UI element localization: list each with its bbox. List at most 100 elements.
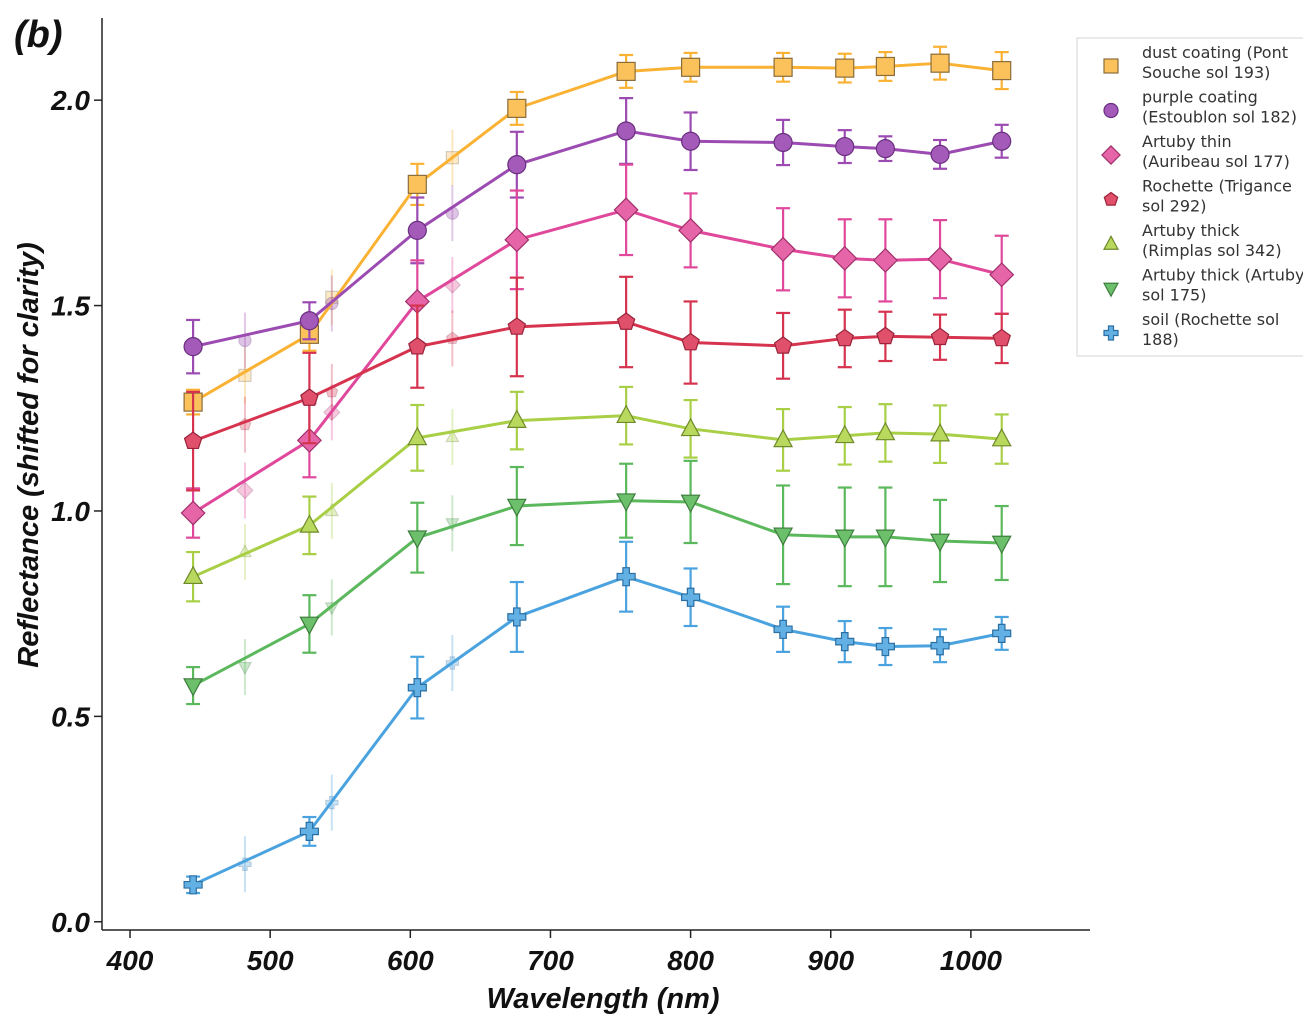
data-point bbox=[930, 144, 950, 164]
data-point bbox=[773, 336, 793, 354]
data-point bbox=[773, 527, 794, 546]
data-point bbox=[506, 409, 527, 428]
legend-marker bbox=[1102, 282, 1120, 298]
x-tick-label: 800 bbox=[667, 945, 714, 976]
data-point bbox=[875, 529, 896, 549]
legend-label: Rochette (Trigance bbox=[1142, 177, 1292, 196]
data-point bbox=[407, 678, 427, 698]
legend-label: (Rimplas sol 342) bbox=[1142, 241, 1282, 260]
data-point bbox=[616, 404, 637, 424]
data-point bbox=[299, 514, 320, 533]
panel-label: (b) bbox=[14, 14, 63, 56]
x-tick-label: 400 bbox=[106, 945, 154, 976]
axes bbox=[101, 18, 1090, 931]
legend-label: (Estoublon sol 182) bbox=[1142, 108, 1297, 127]
data-point bbox=[992, 623, 1012, 643]
data-point bbox=[875, 421, 896, 441]
data-point bbox=[507, 317, 527, 335]
legend-label: dust coating (Pont bbox=[1142, 43, 1288, 62]
data-point bbox=[183, 875, 203, 895]
data-point bbox=[770, 236, 796, 262]
data-point bbox=[875, 139, 895, 159]
x-tick-label: 900 bbox=[807, 945, 854, 976]
legend-entry: Artuby thin(Auribeau sol 177) bbox=[1101, 132, 1290, 171]
legend-marker bbox=[1101, 145, 1121, 165]
data-point bbox=[681, 332, 700, 351]
legend-label: 188) bbox=[1142, 330, 1179, 349]
x-tick-label: 700 bbox=[527, 945, 574, 976]
data-point bbox=[835, 328, 855, 347]
data-point bbox=[507, 155, 527, 175]
data-point bbox=[183, 678, 204, 697]
data-point bbox=[613, 197, 639, 223]
legend-label: sol 175) bbox=[1142, 286, 1206, 305]
legend-label: Souche sol 193) bbox=[1142, 63, 1270, 82]
data-point bbox=[930, 533, 951, 553]
data-point bbox=[989, 262, 1015, 288]
data-point bbox=[834, 424, 855, 444]
data-point bbox=[930, 422, 951, 442]
data-point bbox=[183, 565, 204, 585]
data-point bbox=[773, 619, 793, 639]
data-point bbox=[835, 136, 855, 157]
legend-entry: purple coating(Estoublon sol 182) bbox=[1103, 88, 1297, 127]
data-point bbox=[506, 498, 527, 518]
y-ticks: 0.0 0.5 1.0 1.5 2.0 bbox=[50, 85, 102, 938]
data-point bbox=[299, 311, 320, 331]
data-point bbox=[183, 431, 203, 450]
data-point bbox=[407, 220, 427, 240]
data-point bbox=[773, 57, 793, 77]
y-tick-label: 0.5 bbox=[51, 701, 90, 732]
data-point bbox=[680, 587, 701, 607]
faded-point bbox=[445, 429, 460, 443]
data-point bbox=[407, 530, 428, 549]
data-point bbox=[408, 336, 427, 355]
legend-label: Artuby thick bbox=[1142, 221, 1240, 240]
data-point bbox=[930, 327, 950, 346]
legend-label: (Auribeau sol 177) bbox=[1142, 152, 1290, 171]
data-point bbox=[992, 60, 1012, 81]
x-tick-label: 600 bbox=[387, 945, 434, 976]
series-5 bbox=[183, 385, 1012, 603]
legend-marker bbox=[1103, 325, 1119, 341]
data-point bbox=[299, 821, 320, 842]
faded-point bbox=[237, 661, 252, 675]
data-point bbox=[507, 607, 527, 627]
data-point bbox=[680, 57, 701, 77]
data-point bbox=[507, 98, 527, 118]
legend-label: sol 292) bbox=[1142, 197, 1206, 216]
legend-marker bbox=[1103, 58, 1119, 74]
data-point bbox=[773, 428, 794, 448]
data-point bbox=[835, 632, 855, 652]
x-tick-label: 1000 bbox=[940, 945, 1003, 976]
x-ticks: 400 500 600 700 800 900 1000 bbox=[106, 930, 1003, 976]
data-point bbox=[616, 312, 636, 330]
series-layer bbox=[180, 45, 1015, 895]
data-point bbox=[832, 245, 858, 271]
y-tick-label: 2.0 bbox=[50, 85, 90, 116]
y-tick-label: 0.0 bbox=[51, 907, 90, 938]
data-point bbox=[835, 58, 855, 78]
y-axis-title: Reflectance (shifted for clarity) bbox=[13, 242, 45, 667]
data-point bbox=[678, 217, 704, 243]
series-1 bbox=[183, 45, 1012, 416]
legend-marker bbox=[1103, 102, 1119, 119]
faded-point bbox=[238, 857, 252, 871]
x-axis-title: Wavelength (nm) bbox=[486, 983, 719, 1015]
data-point bbox=[407, 174, 427, 194]
data-point bbox=[991, 427, 1012, 447]
data-point bbox=[930, 53, 950, 73]
data-point bbox=[834, 529, 855, 549]
data-point bbox=[407, 426, 428, 446]
data-point bbox=[680, 131, 701, 151]
data-point bbox=[872, 247, 898, 273]
data-point bbox=[504, 227, 530, 253]
data-point bbox=[992, 131, 1012, 151]
legend-marker bbox=[1102, 235, 1120, 250]
x-tick-label: 500 bbox=[247, 945, 294, 976]
data-point bbox=[616, 61, 636, 82]
